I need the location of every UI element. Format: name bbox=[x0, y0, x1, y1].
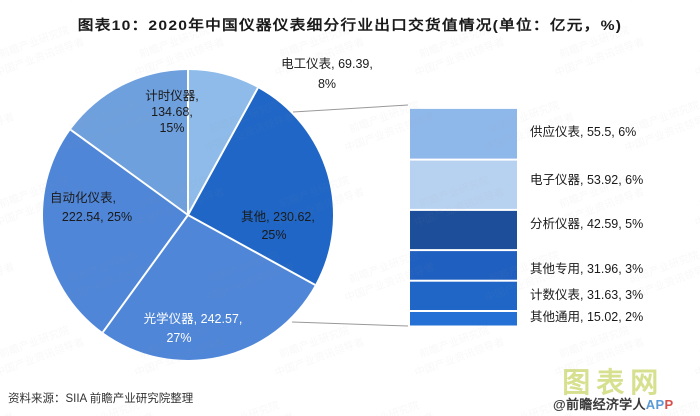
svg-text:134.68,: 134.68, bbox=[151, 105, 193, 119]
svg-text:8%: 8% bbox=[318, 77, 336, 91]
svg-text:15%: 15% bbox=[159, 121, 184, 135]
svg-text:自动化仪表,: 自动化仪表, bbox=[50, 191, 116, 205]
svg-text:电工仪表, 69.39,: 电工仪表, 69.39, bbox=[281, 57, 373, 71]
svg-text:222.54, 25%: 222.54, 25% bbox=[62, 210, 132, 224]
svg-text:其他专用, 31.96, 3%: 其他专用, 31.96, 3% bbox=[530, 261, 643, 276]
svg-text:其他通用, 15.02, 2%: 其他通用, 15.02, 2% bbox=[530, 310, 643, 324]
svg-text:计数仪表, 31.63, 3%: 计数仪表, 31.63, 3% bbox=[530, 287, 643, 302]
svg-text:其他, 230.62,: 其他, 230.62, bbox=[241, 210, 315, 224]
svg-text:25%: 25% bbox=[261, 228, 286, 242]
svg-text:分析仪器, 42.59, 5%: 分析仪器, 42.59, 5% bbox=[530, 217, 643, 231]
svg-text:光学仪器, 242.57,: 光学仪器, 242.57, bbox=[144, 311, 243, 326]
svg-text:供应仪表, 55.5, 6%: 供应仪表, 55.5, 6% bbox=[530, 124, 636, 139]
svg-text:电子仪器, 53.92, 6%: 电子仪器, 53.92, 6% bbox=[530, 173, 643, 187]
svg-text:计时仪器,: 计时仪器, bbox=[145, 89, 198, 103]
svg-text:27%: 27% bbox=[166, 331, 191, 345]
